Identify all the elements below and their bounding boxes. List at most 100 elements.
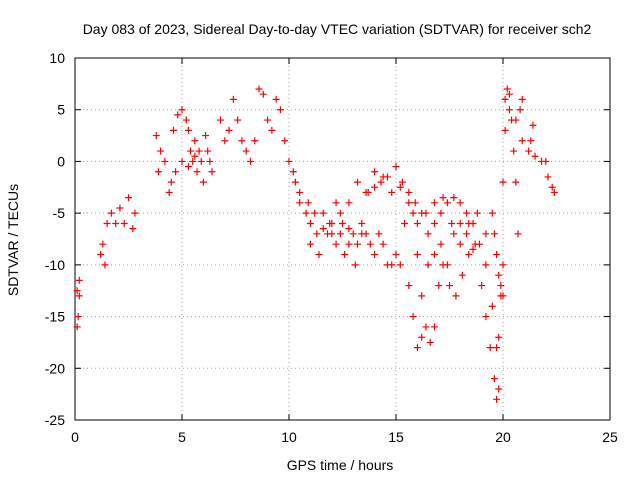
data-point-track-d: [272, 95, 280, 103]
data-point-track-j: [488, 209, 496, 217]
x-axis-label: GPS time / hours: [287, 457, 394, 473]
data-point-track-c: [202, 132, 210, 140]
chart-title: Day 083 of 2023, Sidereal Day-to-day VTE…: [83, 21, 592, 37]
data-point-track-h: [336, 230, 344, 238]
x-tick-label: 10: [281, 429, 297, 445]
data-point-track-e: [443, 199, 451, 207]
data-point-track-d: [255, 85, 263, 93]
data-point-track-g: [458, 271, 466, 279]
data-point-track-h: [443, 261, 451, 269]
data-point-track-i: [518, 137, 526, 145]
data-point-track-d: [217, 116, 225, 124]
data-point-track-k: [550, 188, 558, 196]
data-point-track-a: [129, 225, 137, 233]
data-point-track-c: [191, 152, 199, 160]
data-point-track-e: [411, 199, 419, 207]
data-point-track-h: [456, 219, 464, 227]
data-point-track-i: [501, 126, 509, 134]
x-tick-label: 25: [602, 429, 618, 445]
data-point-track-g: [413, 251, 421, 259]
data-point-track-d: [221, 137, 229, 145]
data-point-track-e: [371, 168, 379, 176]
data-point-track-h: [328, 219, 336, 227]
data-point-track-f: [473, 209, 481, 217]
y-tick-label: 5: [57, 102, 65, 118]
data-point-track-j: [490, 230, 498, 238]
x-tick-label: 15: [388, 429, 404, 445]
data-point-track-e: [463, 209, 471, 217]
data-point-track-g: [452, 292, 460, 300]
data-point-track-b: [189, 157, 197, 165]
data-point-track-g: [358, 219, 366, 227]
y-tick-label: -15: [45, 309, 65, 325]
data-point-track-b: [191, 137, 199, 145]
y-tick-label: -10: [45, 257, 65, 273]
data-point-track-i: [514, 230, 522, 238]
data-point-track-j: [497, 282, 505, 290]
data-point-track-d: [264, 116, 272, 124]
data-point-track-f: [422, 209, 430, 217]
data-point-track-g: [422, 323, 430, 331]
data-point-track-b: [195, 147, 203, 155]
data-point-track-e: [313, 230, 321, 238]
data-point-track-d: [259, 90, 267, 98]
data-point-track-a: [103, 219, 111, 227]
x-tick-label: 20: [495, 429, 511, 445]
data-point-track-f: [353, 178, 361, 186]
data-point-track-e: [405, 188, 413, 196]
data-point-track-g: [341, 251, 349, 259]
data-point-track-a: [112, 219, 120, 227]
data-point-track-i: [490, 375, 498, 383]
data-point-track-i: [482, 313, 490, 321]
data-point-track-b: [208, 168, 216, 176]
data-point-track-b: [152, 132, 160, 140]
data-point-track-k: [527, 137, 535, 145]
data-point-track-b: [154, 168, 162, 176]
data-point-track-a: [107, 209, 115, 217]
data-point-track-a: [73, 287, 81, 295]
data-point-track-e: [339, 219, 346, 227]
data-point-track-c: [184, 163, 192, 171]
data-point-track-i: [510, 147, 518, 155]
data-point-track-b: [169, 126, 177, 134]
data-point-track-h: [371, 251, 379, 259]
data-point-track-a: [131, 209, 139, 217]
data-point-track-a: [125, 194, 132, 202]
data-point-track-d: [225, 126, 233, 134]
data-point-track-f: [336, 209, 344, 217]
data-point-track-b: [199, 178, 207, 186]
data-point-track-g: [446, 282, 453, 290]
data-point-track-k: [544, 173, 552, 181]
x-tick-label: 5: [178, 429, 186, 445]
data-point-track-i: [493, 395, 501, 403]
data-point-track-g: [426, 338, 434, 346]
data-point-track-i: [499, 178, 507, 186]
data-point-track-g: [306, 240, 314, 248]
data-point-track-d: [229, 95, 237, 103]
y-axis-label: SDTVAR / TECUs: [5, 184, 21, 296]
data-point-track-h: [388, 261, 396, 269]
plot-frame: [74, 57, 611, 421]
data-point-track-g: [315, 251, 323, 259]
data-point-track-f: [413, 219, 421, 227]
data-point-track-b: [193, 168, 201, 176]
data-point-track-e: [302, 209, 310, 217]
data-point-track-e: [306, 219, 314, 227]
data-point-track-b: [184, 126, 192, 134]
data-point-track-g: [375, 230, 383, 238]
data-point-track-d: [285, 157, 293, 165]
data-point-track-b: [187, 147, 195, 155]
y-tick-label: -20: [45, 360, 65, 376]
data-point-track-c: [167, 178, 175, 186]
data-point-track-k: [531, 152, 539, 160]
data-point-track-f: [371, 183, 379, 191]
data-point-track-i: [505, 90, 513, 98]
data-point-track-c: [197, 157, 205, 165]
data-point-track-k: [542, 157, 550, 165]
data-point-track-e: [332, 199, 340, 207]
data-point-track-h: [431, 251, 439, 259]
data-point-track-h: [424, 261, 432, 269]
data-point-track-g: [418, 292, 426, 300]
data-point-track-i: [512, 178, 520, 186]
data-point-track-f: [345, 199, 353, 207]
